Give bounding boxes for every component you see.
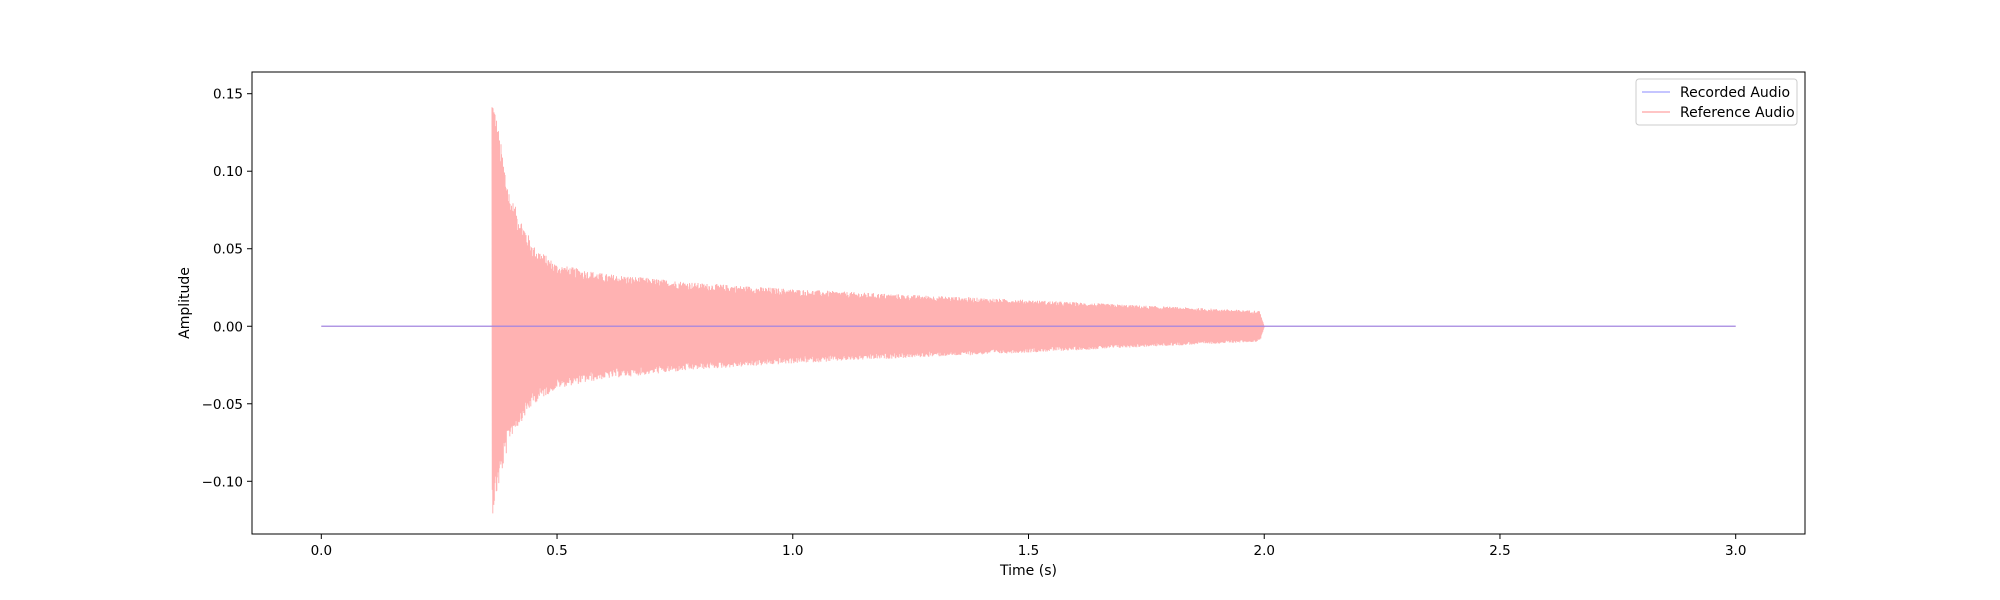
y-tick-label: −0.10 — [202, 474, 243, 490]
x-tick-label: 0.0 — [311, 543, 332, 559]
legend-label: Recorded Audio — [1680, 85, 1790, 101]
y-tick-label: 0.10 — [213, 164, 243, 180]
x-axis-label: Time (s) — [999, 563, 1057, 579]
x-tick-label: 2.5 — [1489, 543, 1510, 559]
y-tick-label: 0.05 — [213, 242, 243, 258]
legend: Recorded Audio Reference Audio — [1635, 78, 1798, 126]
x-tick-label: 3.0 — [1725, 543, 1746, 559]
y-axis-label: Amplitude — [177, 267, 193, 339]
series-reference-audio-line — [321, 107, 1736, 514]
x-tick-label: 2.0 — [1253, 543, 1274, 559]
x-tick-label: 1.5 — [1018, 543, 1039, 559]
x-tick-label: 0.5 — [546, 543, 567, 559]
legend-box — [1635, 78, 1798, 126]
axes: 0.0 0.5 1.0 1.5 2.0 2.5 3.0 −0.10 −0.05 0.00 0.05 0… — [202, 71, 1806, 559]
plot-area — [321, 107, 1736, 514]
y-tick-label: 0.00 — [213, 319, 243, 335]
legend-label: Reference Audio — [1680, 105, 1795, 121]
y-tick-label: 0.15 — [213, 87, 243, 103]
x-tick-label: 1.0 — [782, 543, 803, 559]
y-tick-label: −0.05 — [202, 397, 243, 413]
